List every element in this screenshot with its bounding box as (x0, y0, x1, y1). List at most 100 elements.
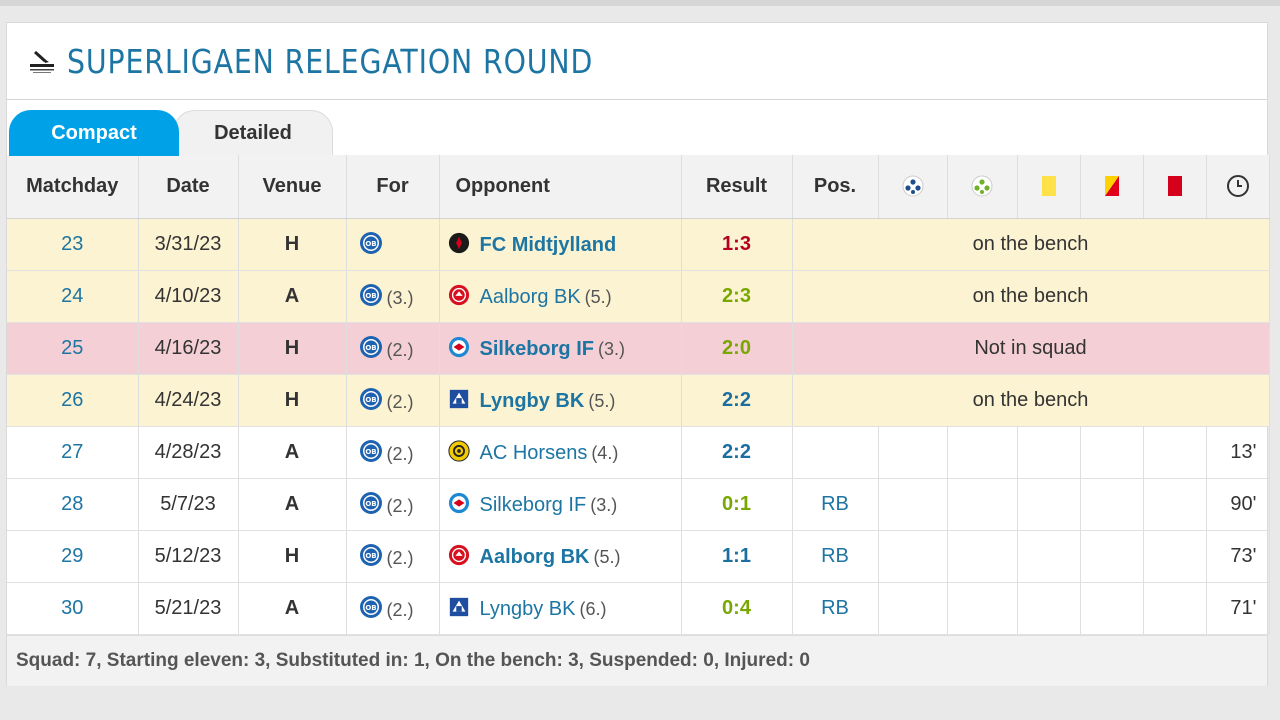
goals-value (878, 426, 948, 479)
venue: A (238, 582, 347, 635)
for-rank: (2.) (386, 495, 414, 516)
for-club[interactable]: OB (2.) (346, 322, 440, 375)
matchday-link[interactable]: 23 (7, 218, 139, 271)
result-link[interactable]: 2:3 (681, 270, 793, 323)
minutes-clock-icon (1226, 175, 1249, 198)
matchday-link[interactable]: 25 (7, 322, 139, 375)
result-link[interactable]: 2:0 (681, 322, 793, 375)
matchday-link[interactable]: 28 (7, 478, 139, 531)
col-venue[interactable]: Venue (238, 155, 347, 219)
col-yellow-red-cards[interactable] (1080, 155, 1144, 219)
position: RB (792, 582, 879, 635)
goals-value (878, 478, 948, 531)
opponent-link[interactable]: Aalborg BK (479, 545, 590, 568)
venue: H (238, 322, 347, 375)
opponent-link[interactable]: Silkeborg IF (479, 493, 587, 516)
opponent-link[interactable]: Lyngby BK (479, 597, 576, 620)
opponent-cell[interactable]: Aalborg BK (5.) (439, 530, 682, 583)
assists-value (947, 478, 1018, 531)
odense-crest-icon: OB (359, 595, 382, 618)
opponent-link[interactable]: AC Horsens (479, 441, 588, 464)
result-link[interactable]: 0:4 (681, 582, 793, 635)
opponent-link[interactable]: Silkeborg IF (479, 337, 594, 360)
for-club[interactable]: OB (3.) (346, 270, 440, 323)
match-date: 5/7/23 (138, 478, 239, 531)
venue: H (238, 530, 347, 583)
for-club[interactable]: OB (2.) (346, 374, 440, 427)
yellow-cards-value (1017, 426, 1081, 479)
col-opponent[interactable]: Opponent (439, 155, 682, 219)
opponent-rank: (3.) (597, 338, 625, 359)
for-rank: (2.) (386, 391, 414, 412)
venue: A (238, 478, 347, 531)
svg-text:OB: OB (365, 344, 376, 352)
matches-table: Matchday Date Venue For Opponent Result … (7, 155, 1270, 635)
yellow-red-cards-value (1080, 530, 1144, 583)
result-link[interactable]: 1:1 (681, 530, 793, 583)
horsens-crest-icon (447, 439, 470, 462)
opponent-cell[interactable]: AC Horsens (4.) (439, 426, 682, 479)
opponent-cell[interactable]: FC Midtjylland (439, 218, 682, 271)
player-status: on the bench (792, 270, 1270, 323)
panel-header: SUPERLIGAEN RELEGATION ROUND (7, 23, 1267, 100)
result-link[interactable]: 2:2 (681, 374, 793, 427)
match-date: 5/12/23 (138, 530, 239, 583)
yellow-cards-value (1017, 582, 1081, 635)
opponent-cell[interactable]: Lyngby BK (6.) (439, 582, 682, 635)
minutes-played: 71' (1206, 582, 1270, 635)
tab-compact[interactable]: Compact (9, 110, 179, 156)
result-link[interactable]: 2:2 (681, 426, 793, 479)
opponent-cell[interactable]: Aalborg BK (5.) (439, 270, 682, 323)
player-status: on the bench (792, 374, 1270, 427)
for-club[interactable]: OB (2.) (346, 426, 440, 479)
for-club[interactable]: OB (2.) (346, 478, 440, 531)
opponent-cell[interactable]: Lyngby BK (5.) (439, 374, 682, 427)
matchday-link[interactable]: 26 (7, 374, 139, 427)
matchday-link[interactable]: 24 (7, 270, 139, 323)
svg-text:OB: OB (365, 240, 376, 248)
table-row: 28 5/7/23 A OB (2.) Silkeborg IF (3.) 0:1 RB 90' (7, 478, 1270, 531)
col-red-cards[interactable] (1143, 155, 1207, 219)
col-minutes[interactable] (1206, 155, 1270, 219)
for-club[interactable]: OB (346, 218, 440, 271)
red-cards-value (1143, 582, 1207, 635)
match-date: 4/16/23 (138, 322, 239, 375)
yellow-red-card-icon (1104, 176, 1119, 197)
matchday-link[interactable]: 27 (7, 426, 139, 479)
table-row: 29 5/12/23 H OB (2.) Aalborg BK (5.) 1:1 RB 73' (7, 530, 1270, 583)
col-result[interactable]: Result (681, 155, 793, 219)
matchday-link[interactable]: 29 (7, 530, 139, 583)
for-rank: (2.) (386, 339, 414, 360)
col-goals[interactable] (878, 155, 948, 219)
opponent-rank: (5.) (593, 546, 621, 567)
opponent-link[interactable]: Aalborg BK (479, 285, 581, 308)
result-link[interactable]: 0:1 (681, 478, 793, 531)
matchday-link[interactable]: 30 (7, 582, 139, 635)
red-card-icon (1167, 176, 1182, 197)
assists-value (947, 582, 1018, 635)
tab-detailed[interactable]: Detailed (173, 110, 333, 156)
col-date[interactable]: Date (138, 155, 239, 219)
for-club[interactable]: OB (2.) (346, 530, 440, 583)
view-tabs: Detailed Compact (7, 100, 1267, 156)
col-position[interactable]: Pos. (792, 155, 879, 219)
opponent-rank: (5.) (588, 390, 616, 411)
col-matchday[interactable]: Matchday (7, 155, 139, 219)
opponent-cell[interactable]: Silkeborg IF (3.) (439, 478, 682, 531)
col-assists[interactable] (947, 155, 1018, 219)
opponent-link[interactable]: FC Midtjylland (479, 233, 617, 256)
opponent-link[interactable]: Lyngby BK (479, 389, 585, 412)
odense-crest-icon: OB (359, 491, 382, 514)
opponent-cell[interactable]: Silkeborg IF (3.) (439, 322, 682, 375)
svg-text:OB: OB (365, 604, 376, 612)
yellow-red-cards-value (1080, 478, 1144, 531)
for-club[interactable]: OB (2.) (346, 582, 440, 635)
col-yellow-cards[interactable] (1017, 155, 1081, 219)
player-status: Not in squad (792, 322, 1270, 375)
table-row: 27 4/28/23 A OB (2.) AC Horsens (4.) 2:2 13' (7, 426, 1270, 479)
result-link[interactable]: 1:3 (681, 218, 793, 271)
assists-icon (971, 175, 993, 197)
col-for[interactable]: For (346, 155, 440, 219)
svg-text:OB: OB (365, 552, 376, 560)
assists-value (947, 530, 1018, 583)
